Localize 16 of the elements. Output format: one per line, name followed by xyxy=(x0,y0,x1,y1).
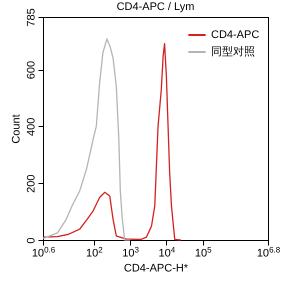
legend-label: 同型对照 xyxy=(211,45,255,58)
chart-title: CD4-APC / Lym xyxy=(116,0,194,13)
y-tick-label: 600 xyxy=(26,60,38,80)
y-tick-label: 400 xyxy=(26,118,38,136)
x-tick-label: 10$^{6.8}$ xyxy=(256,245,281,260)
x-tick-label: 10$^{4}$ xyxy=(158,245,176,260)
y-axis-title: Count xyxy=(10,114,22,144)
x-tick-label: 10$^{5}$ xyxy=(194,245,212,260)
x-tick-label: 10$^{3}$ xyxy=(122,245,140,260)
y-tick-label: 0 xyxy=(26,237,38,244)
y-tick-label: 785 xyxy=(26,8,38,27)
x-axis-title: CD4-APC-H* xyxy=(124,262,189,274)
legend-label: CD4-APC xyxy=(211,29,260,41)
y-tick-label: 200 xyxy=(26,174,38,193)
x-tick-label: 10$^{0.6}$ xyxy=(32,245,56,260)
x-tick-label: 10$^{2}$ xyxy=(86,245,104,260)
